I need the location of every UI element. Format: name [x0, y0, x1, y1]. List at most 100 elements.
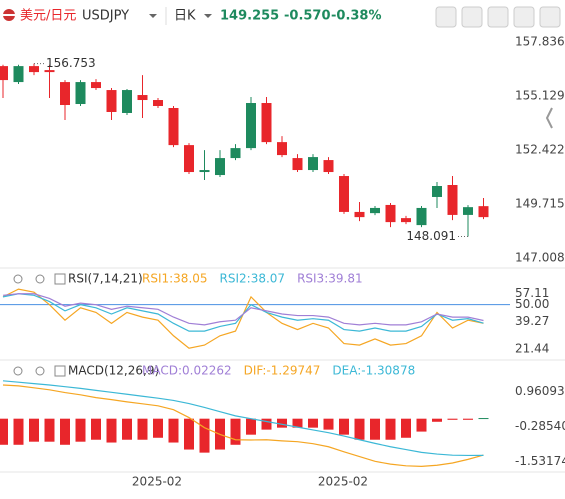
candle-body	[385, 204, 396, 223]
toolbar	[435, 6, 561, 28]
histogram-bar	[153, 418, 163, 438]
candle-body	[277, 142, 287, 156]
tool-button[interactable]	[539, 6, 561, 28]
candle-body	[0, 66, 8, 81]
histogram-bar	[463, 418, 473, 420]
candle-body	[432, 186, 442, 197]
tool-button[interactable]	[487, 6, 509, 28]
candle-body	[478, 206, 489, 218]
annotation: 148.091	[406, 229, 456, 243]
histogram-bar	[308, 418, 318, 428]
candle-body	[416, 207, 427, 226]
legend-entry: DEA:-1.30878	[332, 364, 415, 378]
histogram-bar	[75, 418, 86, 442]
legend-entry: MACD:0.02262	[142, 364, 232, 378]
histogram-bar	[13, 418, 24, 445]
histogram-bar	[339, 418, 349, 435]
candle-body	[401, 218, 411, 223]
candle-body	[60, 82, 70, 106]
histogram-bar	[44, 418, 55, 442]
legend-entry: DIF:-1.29747	[244, 364, 321, 378]
histogram-bar	[168, 418, 179, 443]
flag-stripe	[3, 14, 15, 16]
candle-body	[29, 66, 39, 73]
y-tick-label: 50.00	[515, 297, 549, 311]
rsi-title: RSI(7,14,21)	[68, 272, 143, 286]
macd-title: MACD(12,26,9)	[68, 364, 159, 378]
eye-icon[interactable]	[13, 274, 23, 284]
candle-body	[354, 211, 365, 218]
dropdown-arrow[interactable]	[204, 14, 212, 18]
y-tick-label: 39.27	[515, 314, 549, 328]
x-tick-label: 2025-02	[132, 475, 182, 489]
histogram-bar	[91, 418, 101, 440]
histogram-bar	[432, 418, 442, 422]
annotation: 156.753	[46, 56, 96, 70]
histogram-bar	[184, 418, 194, 450]
checkbox[interactable]	[54, 273, 66, 285]
eye-icon[interactable]	[13, 366, 23, 376]
histogram-bar	[370, 418, 380, 440]
tool-button[interactable]	[513, 6, 535, 28]
histogram-bar	[106, 418, 117, 443]
y-tick-label: 147.008	[515, 251, 565, 265]
candle-body	[215, 158, 225, 176]
histogram-bar	[137, 418, 148, 440]
histogram-bar	[277, 418, 287, 428]
candle-body	[13, 66, 24, 83]
y-tick-label: 155.129	[515, 89, 565, 103]
settings-icon[interactable]	[35, 366, 45, 376]
indicator-line	[2, 293, 484, 326]
histogram-bar	[246, 418, 256, 435]
candle-body	[137, 95, 148, 101]
x-tick-label: 2025-02	[318, 475, 368, 489]
candle-body	[153, 100, 163, 107]
y-tick-label: 152.422	[515, 143, 565, 157]
pair-name[interactable]: 美元/日元	[20, 9, 76, 24]
dropdown-arrow[interactable]	[149, 14, 157, 18]
collapse-arrow[interactable]	[545, 107, 553, 129]
histogram-bar	[122, 418, 132, 440]
histogram-bar	[199, 418, 210, 453]
histogram-bar	[292, 418, 303, 428]
change: -0.570	[284, 9, 331, 24]
tool-button[interactable]	[435, 6, 457, 28]
candle-body	[308, 157, 318, 171]
histogram-bar	[354, 418, 365, 440]
candle-body	[323, 160, 334, 173]
tool-button[interactable]	[461, 6, 483, 28]
histogram-bar	[478, 418, 489, 420]
indicator-line	[2, 380, 484, 457]
y-tick-label: -1.53174	[515, 454, 565, 468]
period[interactable]: 日K	[174, 9, 196, 24]
histogram-bar	[230, 418, 241, 445]
candle-body	[447, 185, 458, 215]
histogram-bar	[0, 418, 8, 445]
checkbox[interactable]	[54, 365, 66, 377]
candle-body	[184, 145, 194, 173]
settings-icon[interactable]	[35, 274, 45, 284]
histogram-bar	[29, 418, 39, 442]
candle-body	[463, 207, 473, 215]
candle-body	[168, 108, 179, 146]
legend-entry: RSI3:39.81	[297, 272, 363, 286]
legend-entry: RSI1:38.05	[142, 272, 208, 286]
change-pct: -0.38%	[331, 9, 382, 24]
histogram-bar	[323, 418, 334, 430]
candle-body	[44, 70, 55, 73]
histogram-bar	[416, 418, 427, 432]
histogram-bar	[401, 418, 411, 438]
y-tick-label: 149.715	[515, 197, 565, 211]
histogram-bar	[447, 418, 458, 420]
candle-body	[199, 170, 210, 173]
legend-entry: RSI2:38.07	[220, 272, 286, 286]
y-tick-label: 0.96093	[515, 384, 565, 398]
candle-body	[230, 148, 241, 159]
symbol[interactable]: USDJPY	[82, 9, 129, 24]
y-tick-label: 157.836	[515, 35, 565, 49]
candle-body	[122, 90, 132, 113]
candle-body	[261, 103, 272, 143]
y-tick-label: -0.28540	[515, 419, 565, 433]
